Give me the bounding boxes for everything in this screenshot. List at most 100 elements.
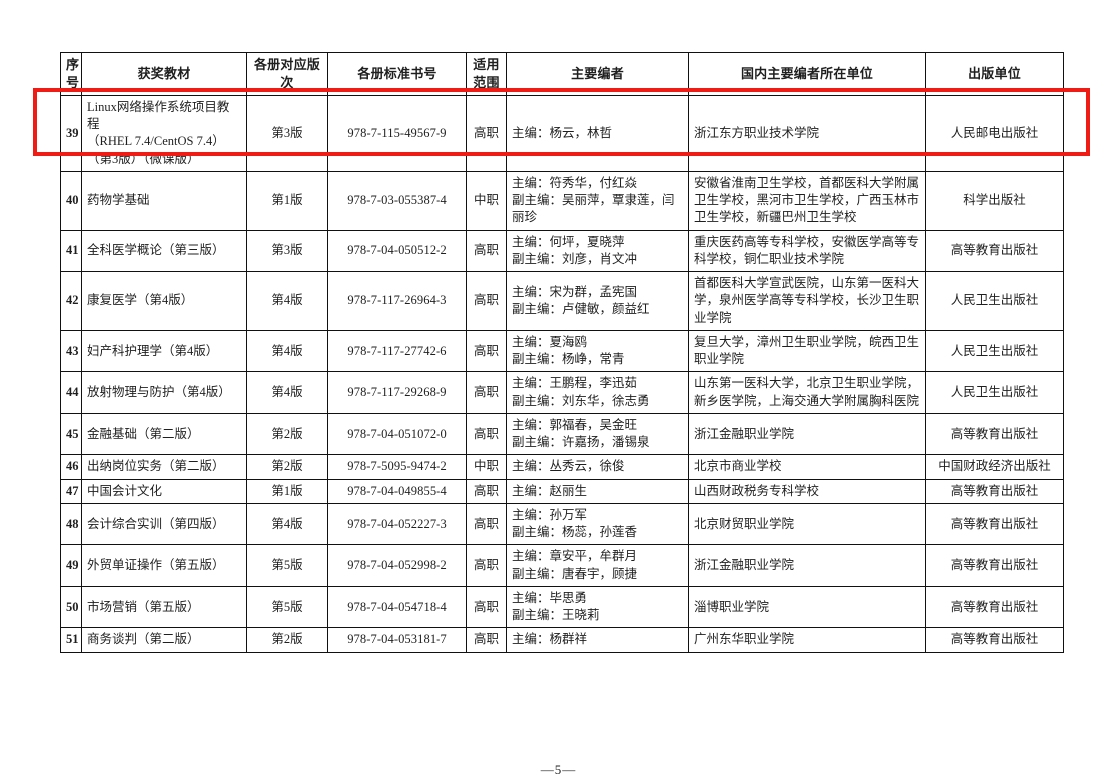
table-header: 序号 获奖教材 各册对应版次 各册标准书号 适用 范围 主要编者 国内主要编者所…	[60, 52, 1064, 96]
cell-seq: 48	[60, 502, 82, 546]
cell-scope: 高职	[466, 627, 507, 653]
page-number-footer: —5—	[540, 762, 577, 777]
cell-title-line1: 市场营销（第五版）	[87, 599, 200, 614]
cell-title: 药物学基础	[81, 170, 247, 231]
table-row: 45 金融基础（第二版） 第2版 978-7-04-051072-0 高职 主编：郭福春，…	[60, 412, 1064, 456]
cell-org: 浙江金融职业学院	[688, 544, 926, 587]
cell-title-line1: 中国会计文化	[87, 483, 163, 498]
cell-title-line3: （第3版）（微课版）	[87, 151, 200, 166]
cell-editors-line1: 主编：赵丽生	[512, 483, 588, 498]
cell-editors-line1: 主编：何坪，夏晓萍	[512, 234, 625, 249]
cell-publisher-line1: 科学出版社	[963, 193, 1026, 208]
column-header-scope-line1: 适用	[473, 57, 500, 72]
cell-seq: 49	[60, 544, 82, 587]
cell-org-line1: 北京财贸职业学院	[694, 516, 795, 531]
cell-seq: 47	[60, 478, 82, 504]
cell-title-line2: （RHEL 7.4/CentOS 7.4）	[87, 134, 225, 149]
cell-publisher-line1: 人民卫生出版社	[950, 343, 1039, 358]
cell-isbn: 978-7-04-050512-2	[327, 229, 467, 273]
cell-org-line1: 浙江东方职业技术学院	[694, 125, 820, 140]
cell-title-line1: 会计综合实训（第四版）	[87, 516, 225, 531]
cell-edition: 第1版	[246, 478, 328, 504]
cell-isbn: 978-7-04-051072-0	[327, 412, 467, 456]
cell-scope-line1: 高职	[473, 243, 499, 258]
cell-isbn-line1: 978-7-04-051072-0	[347, 426, 447, 441]
cell-org: 首都医科大学宣武医院，山东第一医科大学，泉州医学高等专科学校，长沙卫生职业学院	[688, 271, 926, 331]
cell-title-line1: 妇产科护理学（第4版）	[87, 343, 219, 358]
cell-org-line1: 浙江金融职业学院	[694, 426, 795, 441]
column-header-seq: 序号	[60, 52, 82, 96]
table-body: 39 Linux网络操作系统项目教程 （RHEL 7.4/CentOS 7.4） （第…	[60, 94, 1064, 653]
cell-edition-line1: 第2版	[271, 459, 303, 474]
cell-seq: 43	[60, 329, 82, 373]
cell-org: 浙江东方职业技术学院	[688, 94, 926, 172]
cell-editors-line2: 副主编：卢健敏，颜益红	[512, 302, 650, 316]
cell-edition: 第1版	[246, 170, 328, 231]
cell-editors-line1: 主编：宋为群，孟宪国	[512, 284, 638, 299]
cell-seq-line1: 45	[66, 426, 79, 441]
cell-editors-line1: 主编：杨群祥	[512, 632, 588, 647]
cell-title: 全科医学概论（第三版）	[81, 229, 247, 273]
cell-edition: 第2版	[246, 412, 328, 456]
cell-isbn-line1: 978-7-04-050512-2	[347, 243, 447, 258]
cell-editors-line2: 副主编：许嘉扬，潘锡泉	[512, 435, 650, 450]
cell-org: 北京市商业学校	[688, 454, 926, 480]
cell-title: Linux网络操作系统项目教程 （RHEL 7.4/CentOS 7.4） （第3版…	[81, 94, 247, 172]
cell-isbn-line1: 978-7-117-29268-9	[347, 385, 447, 399]
cell-org-line1: 安徽省淮南卫生学校，首都医科大学附属卫生学校，黑河市卫生学校，广西玉林市卫生学校…	[694, 175, 920, 225]
cell-title: 妇产科护理学（第4版）	[81, 329, 247, 373]
cell-editors-line2: 副主编：吴丽萍，覃隶莲，闫丽珍	[512, 193, 675, 225]
cell-scope: 高职	[466, 94, 507, 172]
cell-scope: 高职	[466, 371, 507, 414]
cell-publisher-line1: 人民卫生出版社	[950, 385, 1039, 399]
cell-isbn: 978-7-03-055387-4	[327, 170, 467, 231]
cell-publisher: 高等教育出版社	[925, 627, 1064, 653]
cell-edition-line1: 第5版	[271, 558, 303, 572]
cell-isbn-line1: 978-7-04-049855-4	[347, 483, 447, 498]
cell-publisher: 人民卫生出版社	[925, 371, 1064, 414]
cell-org: 重庆医药高等专科学校，安徽医学高等专科学校，铜仁职业技术学院	[688, 229, 926, 273]
cell-edition: 第4版	[246, 329, 328, 373]
cell-editors-line1: 主编：孙万军	[512, 507, 588, 522]
cell-title-line1: 出纳岗位实务（第二版）	[87, 459, 225, 474]
cell-org-line1: 山西财政税务专科学校	[694, 483, 820, 498]
cell-edition: 第2版	[246, 627, 328, 653]
cell-editors-line2: 副主编：杨峥，常青	[512, 352, 625, 367]
award-textbooks-table: 序号 获奖教材 各册对应版次 各册标准书号 适用 范围 主要编者 国内主要编者所…	[60, 52, 1064, 653]
cell-seq: 45	[60, 412, 82, 456]
cell-publisher: 高等教育出版社	[925, 478, 1064, 504]
cell-org-line1: 淄博职业学院	[694, 599, 770, 614]
table-row: 47 中国会计文化 第1版 978-7-04-049855-4 高职 主编：赵丽生 山西财政…	[60, 478, 1064, 504]
cell-title: 外贸单证操作（第五版）	[81, 544, 247, 587]
cell-edition-line1: 第3版	[271, 125, 303, 140]
cell-publisher: 高等教育出版社	[925, 585, 1064, 629]
cell-seq-line1: 48	[66, 516, 79, 531]
cell-seq-line1: 51	[66, 632, 79, 647]
cell-isbn-line1: 978-7-04-052998-2	[347, 558, 447, 572]
cell-editors-line2: 副主编：刘彦，肖文冲	[512, 251, 638, 266]
cell-editors-line1: 主编：章安平，牟群月	[512, 549, 638, 564]
cell-org-line1: 浙江金融职业学院	[694, 558, 795, 572]
cell-publisher: 人民卫生出版社	[925, 271, 1064, 331]
cell-edition: 第5版	[246, 544, 328, 587]
cell-publisher: 高等教育出版社	[925, 502, 1064, 546]
cell-editors: 主编：郭福春，吴金旺 副主编：许嘉扬，潘锡泉	[506, 412, 689, 456]
cell-isbn: 978-7-117-27742-6	[327, 329, 467, 373]
cell-seq-line1: 44	[66, 385, 79, 399]
table-row: 48 会计综合实训（第四版） 第4版 978-7-04-052227-3 高职 主编：孙万…	[60, 502, 1064, 546]
cell-seq-line1: 40	[66, 193, 79, 208]
cell-org-line1: 广州东华职业学院	[694, 632, 795, 647]
cell-edition: 第4版	[246, 371, 328, 414]
table-row: 41 全科医学概论（第三版） 第3版 978-7-04-050512-2 高职 主编：何坪…	[60, 229, 1064, 273]
column-header-scope-line2: 范围	[473, 74, 500, 90]
cell-publisher: 高等教育出版社	[925, 412, 1064, 456]
cell-org-line1: 复旦大学，漳州卫生职业学院，皖西卫生职业学院	[694, 334, 920, 367]
cell-title: 市场营销（第五版）	[81, 585, 247, 629]
cell-isbn-line1: 978-7-03-055387-4	[347, 193, 447, 208]
cell-scope: 高职	[466, 544, 507, 587]
cell-scope: 中职	[466, 454, 507, 480]
cell-title: 放射物理与防护（第4版）	[81, 371, 247, 414]
cell-isbn: 978-7-04-052998-2	[327, 544, 467, 587]
cell-isbn-line1: 978-7-115-49567-9	[347, 125, 447, 140]
cell-edition: 第4版	[246, 271, 328, 331]
